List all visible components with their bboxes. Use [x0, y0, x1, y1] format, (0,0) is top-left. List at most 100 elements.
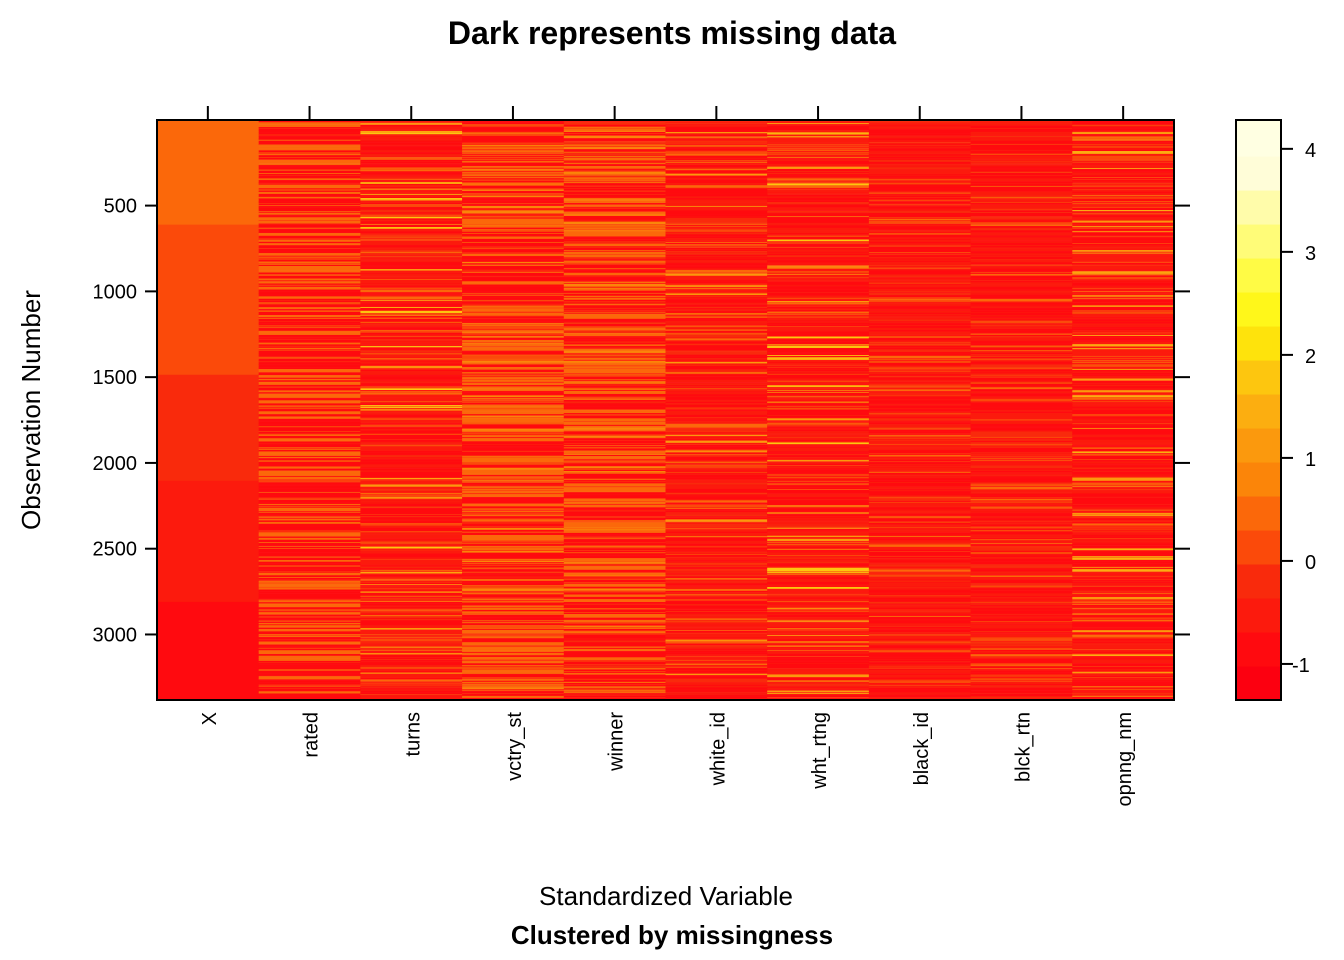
- heatmap-cell: [563, 479, 666, 481]
- heatmap-cell: [360, 538, 463, 540]
- heatmap-cell: [767, 265, 870, 267]
- heatmap-cell: [360, 436, 463, 440]
- heatmap-cell: [563, 200, 666, 204]
- heatmap-cell: [665, 361, 768, 363]
- heatmap-cell: [462, 341, 565, 343]
- heatmap-cell: [868, 159, 972, 163]
- heatmap-cell: [868, 283, 972, 285]
- heatmap-cell: [462, 359, 565, 360]
- heatmap-cell: [868, 411, 972, 414]
- heatmap-cell: [868, 208, 972, 209]
- heatmap-cell: [970, 241, 1073, 244]
- heatmap-cell: [868, 325, 972, 329]
- heatmap-cell: [868, 187, 972, 191]
- heatmap-cell: [868, 335, 972, 338]
- heatmap-cell: [462, 208, 565, 210]
- heatmap-cell: [665, 549, 768, 551]
- heatmap-cell: [462, 242, 565, 246]
- heatmap-cell: [462, 586, 565, 589]
- heatmap-cell: [462, 497, 565, 500]
- heatmap-cell: [767, 677, 870, 679]
- heatmap-cell: [462, 271, 565, 273]
- heatmap-cell: [665, 466, 768, 468]
- heatmap-cell: [258, 315, 361, 317]
- heatmap-cell: [258, 155, 361, 158]
- heatmap-cell: [767, 370, 870, 372]
- heatmap-cell: [563, 316, 666, 320]
- heatmap-cell: [462, 501, 565, 503]
- heatmap-cell: [563, 365, 666, 367]
- heatmap-cell: [360, 590, 463, 592]
- heatmap-cell: [563, 280, 666, 282]
- heatmap-cell: [563, 569, 666, 570]
- heatmap-cell: [360, 265, 463, 267]
- heatmap-cell: [258, 543, 361, 546]
- heatmap-cell: [563, 345, 666, 348]
- heatmap-cell: [258, 548, 361, 552]
- heatmap-cell: [462, 456, 565, 458]
- heatmap-cell: [665, 238, 768, 242]
- heatmap-cell: [462, 345, 565, 347]
- heatmap-cell: [360, 488, 463, 490]
- heatmap-cell: [360, 177, 463, 179]
- heatmap-cell: [563, 402, 666, 404]
- heatmap-cell: [767, 253, 870, 255]
- heatmap-cell: [258, 488, 361, 492]
- heatmap-cell: [258, 382, 361, 383]
- heatmap-cell: [665, 351, 768, 353]
- heatmap-cell: [868, 230, 972, 231]
- heatmap-cell: [767, 389, 870, 391]
- heatmap-cell: [665, 652, 768, 655]
- heatmap-cell: [360, 694, 463, 697]
- heatmap-cell: [868, 442, 972, 444]
- heatmap-cell: [258, 303, 361, 305]
- heatmap-cell: [665, 261, 768, 264]
- heatmap-cell: [462, 627, 565, 630]
- heatmap-cell: [258, 224, 361, 227]
- heatmap-cell: [665, 251, 768, 253]
- heatmap-cell: [462, 555, 565, 557]
- heatmap-cell: [767, 313, 870, 315]
- heatmap-cell: [767, 553, 870, 555]
- heatmap-cell: [258, 667, 361, 669]
- heatmap-cell: [563, 194, 666, 196]
- heatmap-cell: [868, 563, 972, 565]
- heatmap-cell: [462, 448, 565, 452]
- heatmap-cell: [868, 218, 972, 220]
- heatmap-cell: [868, 388, 972, 390]
- heatmap-cell: [462, 336, 565, 337]
- heatmap-cell: [563, 685, 666, 687]
- heatmap-cell: [360, 593, 463, 596]
- heatmap-cell: [157, 374, 260, 482]
- heatmap-cell: [360, 314, 463, 317]
- heatmap-cell: [868, 558, 972, 560]
- heatmap-cell: [563, 425, 666, 427]
- heatmap-cell: [360, 337, 463, 340]
- heatmap-cell: [563, 186, 666, 187]
- heatmap-cell: [563, 510, 666, 512]
- heatmap-cell: [258, 327, 361, 329]
- heatmap-cell: [258, 458, 361, 459]
- heatmap-cell: [462, 643, 565, 646]
- heatmap-cell: [767, 570, 870, 572]
- heatmap-cell: [767, 644, 870, 646]
- heatmap-cell: [767, 558, 870, 560]
- heatmap-cell: [868, 342, 972, 344]
- heatmap-cell: [360, 398, 463, 401]
- heatmap-cell: [665, 659, 768, 661]
- heatmap-cell: [767, 410, 870, 413]
- heatmap-cell: [665, 157, 768, 160]
- heatmap-cell: [462, 550, 565, 552]
- heatmap-cell: [360, 408, 463, 410]
- heatmap-cell: [258, 152, 361, 154]
- heatmap-cell: [665, 554, 768, 556]
- heatmap-cell: [767, 298, 870, 300]
- heatmap-cell: [462, 434, 565, 436]
- heatmap-cell: [665, 526, 768, 528]
- heatmap-cell: [360, 509, 463, 512]
- heatmap-cell: [767, 406, 870, 408]
- heatmap-cell: [258, 230, 361, 233]
- heatmap-cell: [868, 623, 972, 627]
- heatmap-cell: [868, 566, 972, 568]
- heatmap-cell: [868, 284, 972, 288]
